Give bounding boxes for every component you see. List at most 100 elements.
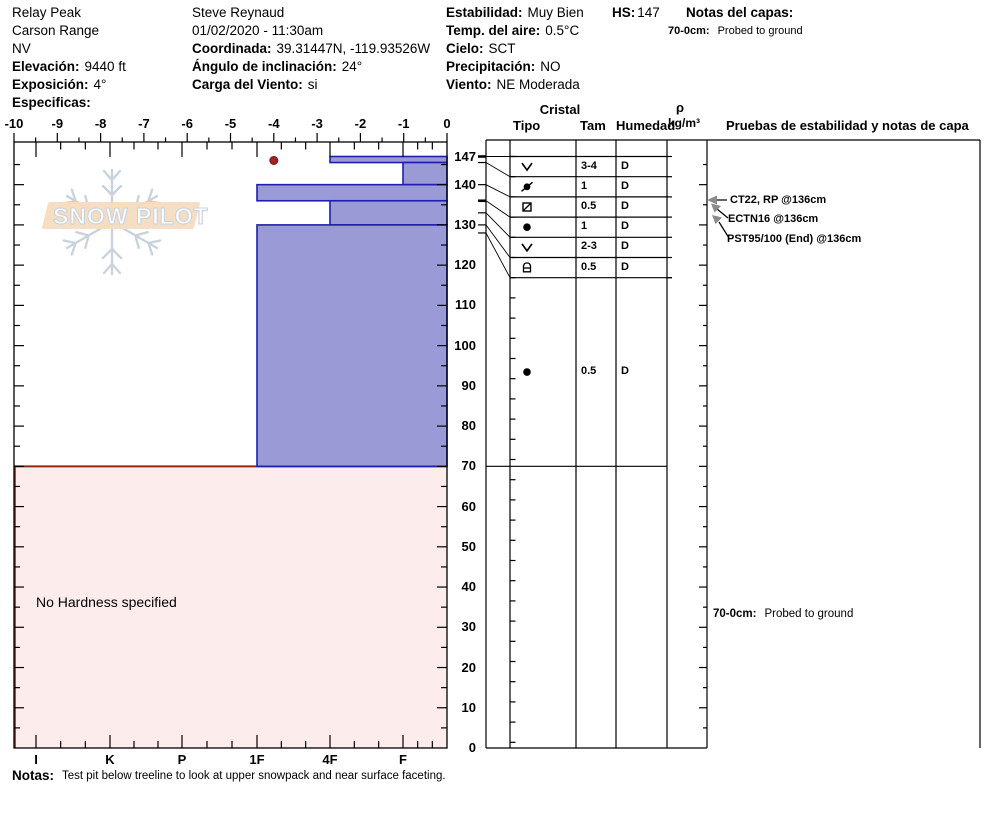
temp-axis-label: 0 — [443, 116, 451, 131]
depth-axis-label: 10 — [461, 699, 476, 715]
probed-to-ground-note: 70-0cm: Probed to ground — [713, 608, 854, 620]
wetness: D — [621, 365, 629, 378]
grain-size: 0.5 — [581, 260, 597, 273]
wetness: D — [621, 179, 629, 192]
temp-axis-label: -2 — [354, 116, 367, 131]
depth-axis-label: 70 — [461, 458, 476, 474]
depth-axis-label: 60 — [461, 498, 476, 514]
watermark-text: SNOW PILOT — [52, 202, 209, 229]
wetness: D — [621, 240, 629, 253]
snow-height-line: HS: 147 — [612, 5, 660, 20]
grain-rounded-icon — [523, 223, 531, 231]
table-header-tipo: Tipo — [513, 118, 541, 133]
hardness-bar — [256, 224, 448, 468]
table-header-tests: Pruebas de estabilidad y notas de capa — [726, 118, 969, 133]
header-col-location: Relay Peak Carson Range NV Elevación: 944… — [12, 4, 126, 112]
grain-size: 0.5 — [581, 365, 597, 378]
hardness-axis-label: F — [399, 752, 407, 767]
grain-size: 1 — [581, 220, 588, 233]
temp-axis-label: -10 — [4, 116, 24, 131]
depth-axis-label: 100 — [454, 337, 476, 353]
layer-notes-header: Notas del capas: — [686, 5, 794, 20]
no-hardness-label: No Hardness specified — [36, 594, 177, 610]
stability-test-ct: CT22, RP @136cm — [730, 194, 827, 206]
pit-datetime: 01/02/2020 - 11:30am — [192, 23, 324, 38]
grain-size: 2-3 — [581, 240, 597, 253]
grain-rounded-icon — [523, 368, 531, 376]
depth-axis-label: 80 — [461, 418, 476, 434]
temp-axis-label: -7 — [138, 116, 150, 131]
footer-notes-label: Notas: — [12, 768, 55, 783]
temp-axis-label: -6 — [181, 116, 193, 131]
hardness-bar — [329, 199, 448, 226]
hardness-axis-label: P — [177, 752, 187, 767]
stability-line: Estabilidad: Muy Bien — [446, 5, 584, 20]
table-header-density-units: kg/m³ — [668, 116, 701, 130]
wetness: D — [621, 200, 629, 212]
hardness-axis-label: 1F — [249, 752, 265, 767]
aspect-line: Exposición: 4° — [12, 77, 107, 92]
temp-axis-label: -9 — [51, 116, 64, 131]
hardness-bar — [256, 183, 448, 202]
specifics-line: Especificas: — [12, 95, 91, 110]
stability-test-pst: PST95/100 (End) @136cm — [727, 233, 862, 245]
slope-angle-line: Ángulo de inclinación: 24° — [192, 59, 363, 74]
sky-line: Cielo: SCT — [446, 41, 516, 56]
table-header-density-symbol: ρ — [675, 100, 685, 115]
table-header-tam: Tam — [580, 118, 606, 133]
observer-name: Steve Reynaud — [192, 5, 285, 20]
depth-axis-label: 140 — [454, 176, 476, 192]
depth-axis-label: 120 — [454, 257, 476, 273]
depth-axis-label: 90 — [461, 377, 476, 393]
depth-axis-label: 20 — [461, 659, 476, 675]
coordinates-line: Coordinada: 39.31447N, -119.93526W — [192, 41, 431, 56]
snow-temp-point — [269, 156, 279, 166]
header-col-conditions: Estabilidad: Muy Bien Temp. del aire: 0.5°… — [446, 4, 584, 94]
grain-surface-hoar-icon — [521, 243, 533, 252]
no-hardness-region — [14, 466, 447, 748]
table-header-cristal: Cristal — [539, 102, 581, 117]
depth-axis-label: 110 — [455, 297, 476, 313]
header-col-observer: Steve Reynaud 01/02/2020 - 11:30am Coord… — [192, 4, 430, 94]
hardness-bar — [402, 161, 448, 186]
precip-line: Precipitación: NO — [446, 59, 561, 74]
hardness-bar — [329, 155, 448, 164]
depth-axis-label: 130 — [454, 216, 476, 232]
temp-axis-label: -1 — [397, 116, 410, 131]
depth-axis-label: 50 — [461, 538, 476, 554]
temp-axis-label: -3 — [311, 116, 323, 131]
grain-size: 3-4 — [581, 159, 597, 172]
grain-surface-hoar-icon — [521, 162, 533, 171]
depth-axis-label: 147 — [454, 148, 476, 164]
grain-crust-icon — [522, 262, 532, 273]
mountain-range: Carson Range — [12, 23, 100, 38]
wetness: D — [621, 260, 629, 273]
depth-axis-label: 0 — [468, 740, 476, 755]
temp-axis-label: -8 — [94, 116, 107, 131]
grain-size: 0.5 — [581, 200, 597, 212]
temp-axis-label: -4 — [268, 116, 280, 131]
grain-rounded-with-facets-icon — [520, 181, 534, 193]
wetness: D — [621, 159, 629, 172]
grain-size: 1 — [581, 179, 588, 192]
depth-axis-label: 30 — [461, 619, 476, 635]
temp-axis-label: -5 — [224, 116, 237, 131]
footer-notes-text: Test pit below treeline to look at upper… — [62, 770, 446, 782]
state: NV — [12, 41, 31, 56]
wind-loading-line: Carga del Viento: si — [192, 77, 318, 92]
layer-note-summary: 70-0cm: Probed to ground — [668, 25, 803, 37]
table-header-humedad: Humedad — [616, 118, 676, 133]
wind-line: Viento: NE Moderada — [446, 77, 580, 92]
elevation-line: Elevación: 9440 ft — [12, 59, 126, 74]
hardness-axis-label: 4F — [322, 752, 338, 767]
grain-faceted-mixed-icon — [522, 202, 532, 212]
stability-test-ect: ECTN16 @136cm — [728, 213, 819, 225]
site-name: Relay Peak — [12, 5, 82, 20]
depth-axis-label: 40 — [461, 579, 476, 595]
air-temp-line: Temp. del aire: 0.5°C — [446, 23, 580, 38]
hardness-axis-label: K — [105, 752, 115, 767]
wetness: D — [621, 220, 629, 233]
hardness-axis-label: I — [34, 752, 38, 767]
